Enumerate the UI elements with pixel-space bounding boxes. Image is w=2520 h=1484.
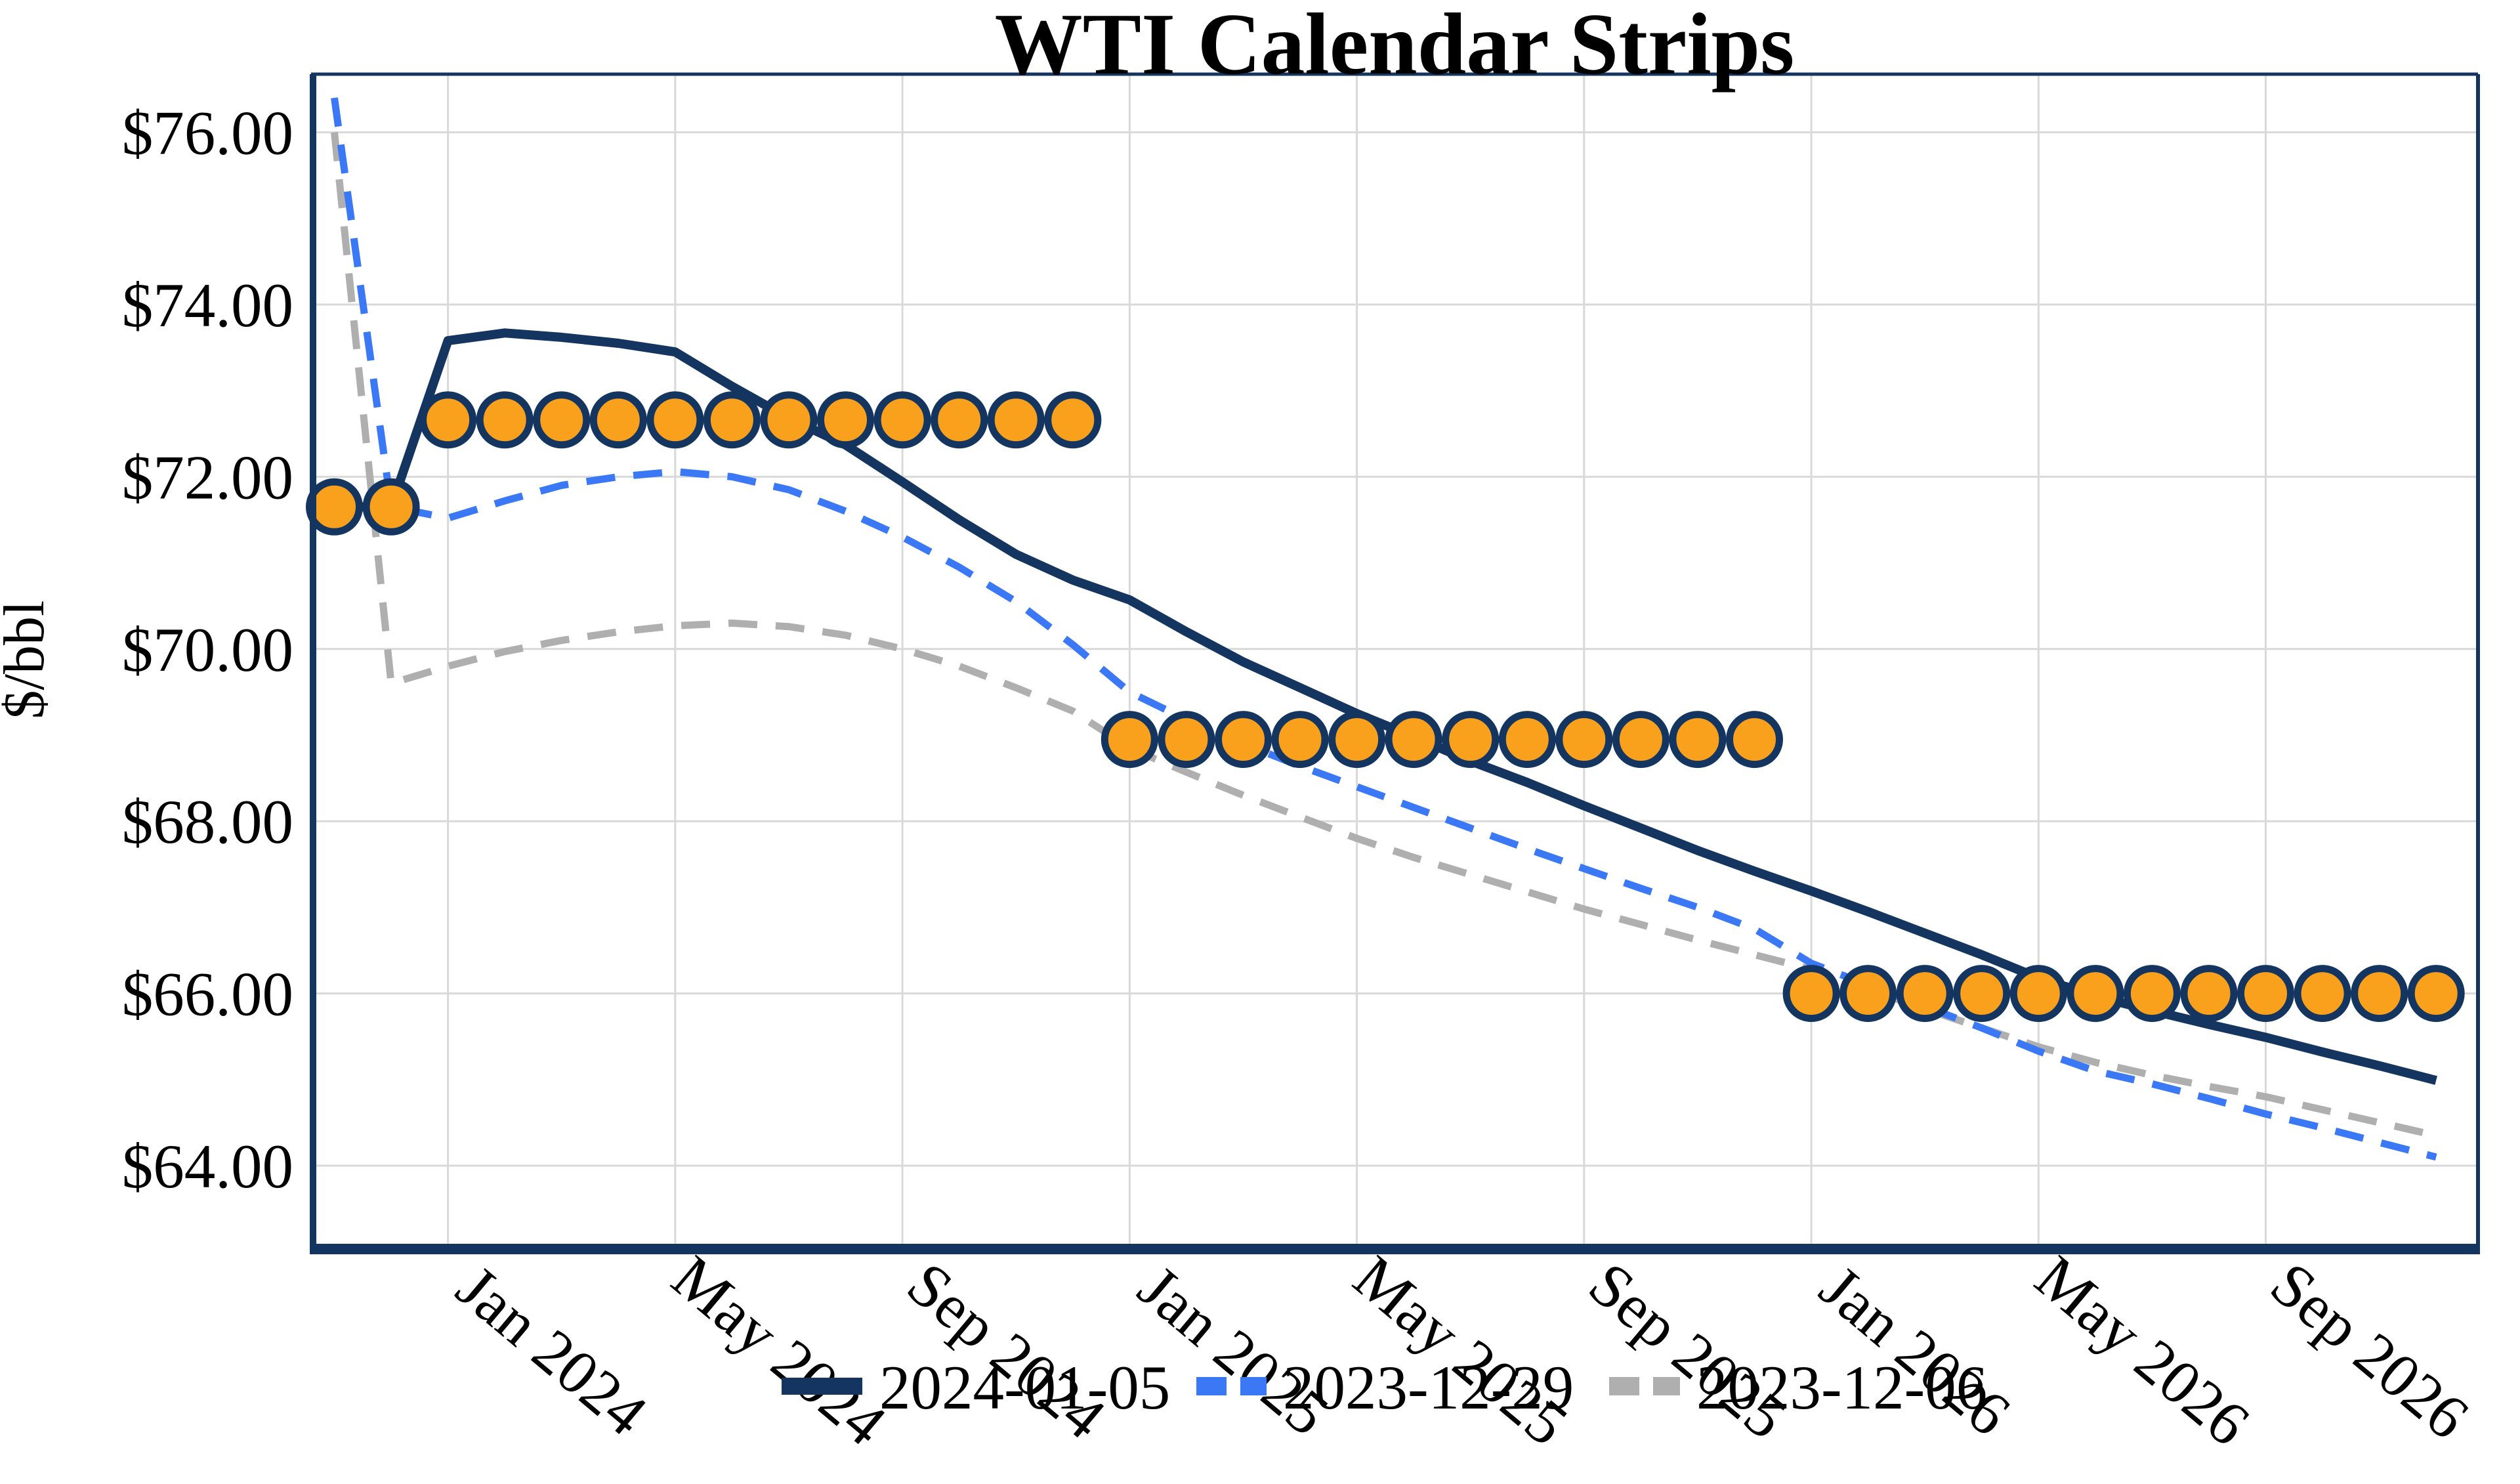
strip-dot-cal-2026-strip <box>2407 965 2465 1023</box>
x-tick-label: May 2024 <box>660 1242 899 1459</box>
legend: 2024-01-05 2023-12-29 2023-12-06 <box>782 1353 1987 1422</box>
strip-dot-cal-2025-strip <box>1158 711 1215 769</box>
strip-dot-front-months <box>306 478 363 536</box>
x-tick-label: Sep 2026 <box>2258 1248 2482 1452</box>
y-tick-label: $70.00 <box>122 615 293 685</box>
plot-border <box>310 72 2480 1254</box>
strip-dot-cal-2025-strip <box>1328 711 1386 769</box>
series-line-2024-01-05 <box>334 328 2437 1085</box>
strip-dot-cal-2025-strip <box>1612 711 1670 769</box>
strip-dot-cal-2024-strip <box>419 391 477 449</box>
y-tick-label: $64.00 <box>122 1132 293 1201</box>
strip-dot-cal-2024-strip <box>873 391 931 449</box>
legend-label-2024-01-05: 2024-01-05 <box>879 1353 1170 1422</box>
strip-dot-cal-2026-strip <box>1896 965 1954 1023</box>
strip-dot-cal-2024-strip <box>817 391 874 449</box>
strip-dot-cal-2024-strip <box>931 391 988 449</box>
gridlines <box>311 74 2478 1249</box>
legend-label-2023-12-06: 2023-12-06 <box>1696 1353 1987 1422</box>
strip-dot-cal-2024-strip <box>646 391 704 449</box>
y-tick-label: $66.00 <box>122 960 293 1029</box>
y-axis-title: $/bbl <box>0 601 56 719</box>
strip-dot-cal-2026-strip <box>2237 965 2294 1023</box>
strip-dot-cal-2026-strip <box>2294 965 2351 1023</box>
strip-dot-cal-2026-strip <box>1839 965 1897 1023</box>
strip-dot-cal-2025-strip <box>1271 711 1329 769</box>
strip-dot-cal-2024-strip <box>1044 391 1102 449</box>
series-line-2023-12-06 <box>331 132 2437 1139</box>
strip-dot-cal-2024-strip <box>476 391 534 449</box>
strip-dot-front-months <box>362 478 420 536</box>
y-tick-label: $76.00 <box>122 98 293 168</box>
strip-dot-cal-2025-strip <box>1442 711 1500 769</box>
x-tick-label: May 2026 <box>2023 1242 2262 1459</box>
strip-dot-cal-2025-strip <box>1669 711 1727 769</box>
strip-markers <box>306 391 2465 1023</box>
strip-dot-cal-2024-strip <box>533 391 591 449</box>
chart-title: WTI Calendar Strips <box>995 0 1795 93</box>
strip-dot-cal-2025-strip <box>1555 711 1613 769</box>
y-tick-label: $74.00 <box>122 270 293 340</box>
x-tick-label: Jan 2024 <box>444 1252 660 1449</box>
strip-dot-cal-2026-strip <box>2009 965 2067 1023</box>
series-line-2023-12-29 <box>331 97 2437 1161</box>
strip-dot-cal-2025-strip <box>1101 711 1158 769</box>
strip-dot-cal-2025-strip <box>1215 711 1272 769</box>
strip-dot-cal-2026-strip <box>1782 965 1840 1023</box>
y-tick-label: $68.00 <box>122 787 293 857</box>
strip-dot-cal-2026-strip <box>2180 965 2238 1023</box>
strip-dot-cal-2026-strip <box>2351 965 2408 1023</box>
y-tick-label: $72.00 <box>122 442 293 512</box>
y-tick-labels: $76.00 $74.00 $72.00 $70.00 $68.00 $66.00 $64.… <box>122 98 293 1201</box>
strip-dot-cal-2026-strip <box>2067 965 2124 1023</box>
strip-dot-cal-2025-strip <box>1498 711 1556 769</box>
x-tick-label: May 2025 <box>1341 1242 1581 1459</box>
strip-dot-cal-2024-strip <box>760 391 818 449</box>
strip-dot-cal-2024-strip <box>703 391 761 449</box>
strip-dot-cal-2024-strip <box>589 391 647 449</box>
strip-dot-cal-2026-strip <box>1953 965 2011 1023</box>
legend-label-2023-12-29: 2023-12-29 <box>1283 1353 1574 1422</box>
strip-dot-cal-2026-strip <box>2123 965 2181 1023</box>
strip-dot-cal-2025-strip <box>1385 711 1442 769</box>
strip-dot-cal-2025-strip <box>1726 711 1783 769</box>
strip-dot-cal-2024-strip <box>987 391 1045 449</box>
